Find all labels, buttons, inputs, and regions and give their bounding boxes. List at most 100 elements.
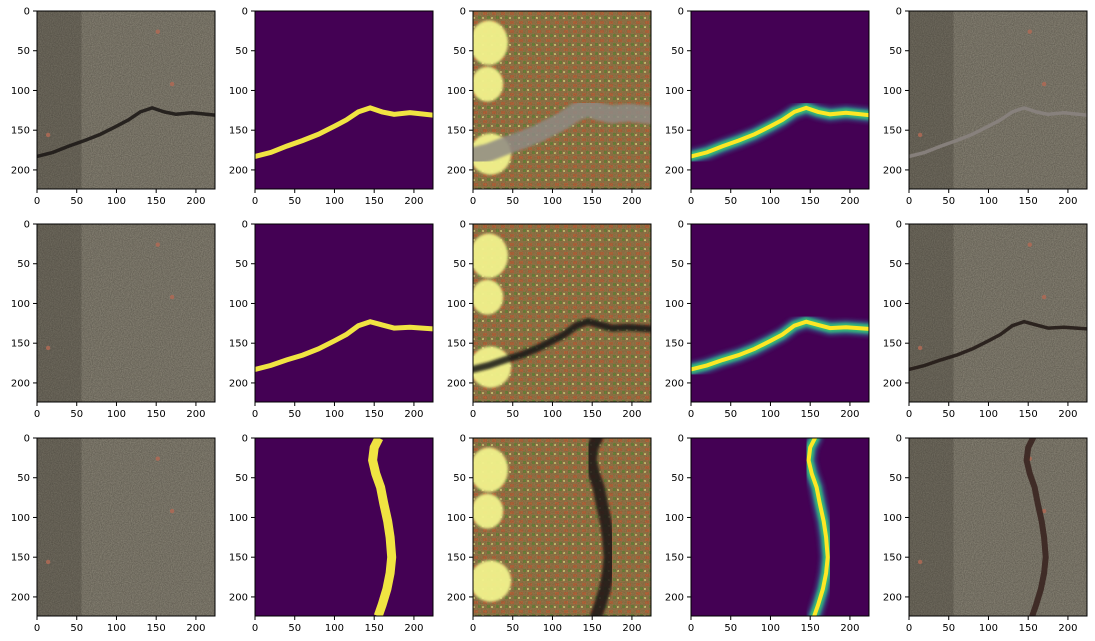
panel-image [909,438,1087,616]
x-tick-label: 50 [506,196,519,207]
heatmap-crack [691,319,869,372]
x-tick-label: 0 [470,409,476,420]
y-tick-label: 150 [229,126,248,137]
x-tick-label: 200 [622,409,641,420]
panel-image [691,11,869,189]
panel-r2-c1: 0 50 100 150 200 0 50 100 150 200 [11,220,216,420]
x-tick-label: 0 [906,409,912,420]
marker-dot [1027,242,1032,247]
panel-image [691,224,869,402]
marker-dot [155,29,160,34]
heatmap-crack [691,105,869,159]
y-tick-label: 200 [665,592,684,603]
marker-dot [1041,294,1047,300]
y-tick-label: 0 [460,220,466,231]
y-tick-label: 100 [883,299,902,310]
x-tick-label: 100 [325,409,344,420]
y-tick-label: 50 [17,259,30,270]
crack-line [473,318,651,373]
x-tick-label: 50 [724,623,737,634]
y-tick-label: 50 [889,259,902,270]
y-tick-label: 100 [447,299,466,310]
x-tick-label: 150 [365,409,384,420]
x-tick-label: 0 [906,623,912,634]
y-tick-label: 0 [24,7,30,18]
bright-blob [473,66,504,102]
x-tick-label: 200 [186,196,205,207]
marker-dot [45,345,51,351]
marker-dot [1041,508,1047,514]
x-tick-label: 150 [583,196,602,207]
panel-frame [472,10,652,190]
y-tick-label: 200 [11,165,30,176]
y-tick-label: 50 [671,473,684,484]
panel-r3-c1: 0 50 100 150 200 0 50 100 150 200 [11,434,216,634]
heatmap-background [691,224,869,402]
x-tick-label: 100 [107,409,126,420]
y-tick-label: 50 [453,46,466,57]
x-tick-label: 0 [470,623,476,634]
panel-r1-c1: 0 50 100 150 200 0 50 100 150 200 [11,7,216,207]
panel-image [909,11,1087,189]
marker-dot [1027,29,1032,34]
y-tick-label: 200 [665,165,684,176]
asphalt-texture [909,438,1087,616]
y-tick-label: 200 [883,592,902,603]
x-tick-label: 100 [107,623,126,634]
y-tick-label: 50 [17,46,30,57]
panel-image [37,224,215,402]
heatmap-background [691,11,869,189]
x-tick-label: 200 [1058,623,1077,634]
panel-r3-c5: 0 50 100 150 200 0 50 100 150 200 [883,434,1088,634]
panel-image [473,438,651,616]
y-tick-label: 100 [229,513,248,524]
x-tick-label: 150 [365,623,384,634]
panel-r3-c2: 0 50 100 150 200 0 50 100 150 200 [229,434,434,634]
marker-dot [917,559,923,565]
y-tick-label: 100 [229,299,248,310]
heatmap-background [691,438,869,616]
mask-crack [255,319,433,372]
y-tick-label: 0 [678,434,684,445]
x-tick-label: 100 [761,409,780,420]
panel-r1-c4: 0 50 100 150 200 0 50 100 150 200 [665,7,870,207]
heatmap-crack [806,438,830,616]
y-tick-label: 200 [447,592,466,603]
x-tick-label: 100 [325,196,344,207]
x-tick-label: 0 [34,409,40,420]
y-tick-label: 150 [229,553,248,564]
panel-image [37,11,215,189]
y-tick-label: 0 [24,434,30,445]
bright-blob [473,493,504,529]
panel-frame [908,10,1088,190]
panel-r1-c2: 0 50 100 150 200 0 50 100 150 200 [229,7,434,207]
panel-frame [36,10,216,190]
asphalt-texture [37,438,215,616]
y-tick-label: 200 [883,165,902,176]
y-tick-label: 50 [671,259,684,270]
crack-line [584,438,616,616]
y-tick-label: 150 [11,553,30,564]
x-tick-label: 0 [252,623,258,634]
asphalt-texture [909,224,1087,402]
marker-dot [917,132,923,138]
y-tick-label: 50 [235,259,248,270]
x-tick-label: 50 [506,623,519,634]
y-tick-label: 100 [883,513,902,524]
panel-image [473,224,651,402]
y-tick-label: 0 [896,434,902,445]
x-tick-label: 200 [840,623,859,634]
panel-frame [36,223,216,403]
crack-line [37,106,215,159]
panel-frame [472,223,652,403]
y-tick-label: 150 [665,339,684,350]
y-tick-label: 150 [447,126,466,137]
y-tick-label: 150 [229,339,248,350]
x-tick-label: 200 [622,196,641,207]
panel-frame [690,10,870,190]
x-tick-label: 50 [288,623,301,634]
y-tick-label: 150 [883,339,902,350]
y-tick-label: 0 [242,434,248,445]
x-tick-label: 200 [622,623,641,634]
bright-blob [473,20,508,66]
